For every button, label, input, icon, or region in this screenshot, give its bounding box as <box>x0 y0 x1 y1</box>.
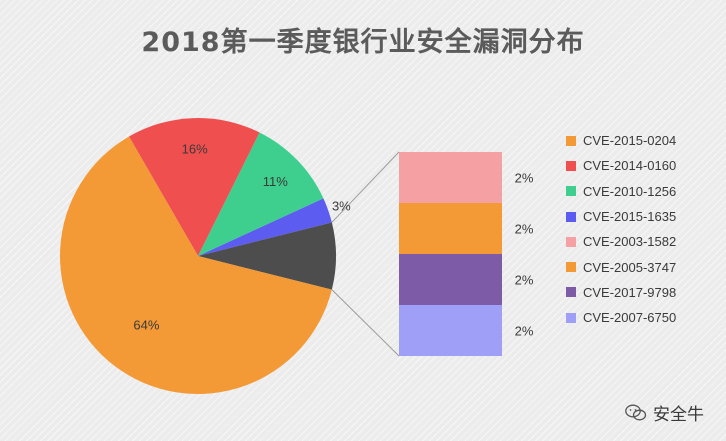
legend-label: CVE-2010-1256 <box>583 183 677 199</box>
legend-item: CVE-2010-1256 <box>566 179 726 204</box>
watermark-text: 安全牛 <box>653 405 704 425</box>
legend-swatch <box>566 186 576 197</box>
legend-label: CVE-2015-1635 <box>583 209 677 225</box>
bar-segment-label: 2% <box>515 171 534 186</box>
slice-label: 16% <box>182 141 208 156</box>
chart-title: 2018第一季度银行业安全漏洞分布 <box>141 27 585 58</box>
pie-slice-CVE-2010-1256 <box>198 132 324 256</box>
slice-label: 3% <box>332 198 351 213</box>
bar-segment-CVE-2007-6750 <box>399 305 502 356</box>
bar-segment-CVE-2017-9798 <box>399 254 502 305</box>
legend-swatch <box>566 262 576 273</box>
pie-slice-CVE-2015-0204 <box>60 136 332 394</box>
wechat-icon <box>625 404 647 420</box>
legend-swatch <box>566 312 576 323</box>
legend-item: CVE-2015-1635 <box>566 204 726 229</box>
connector-line-bottom <box>331 289 400 357</box>
legend-item: CVE-2005-3747 <box>566 254 726 279</box>
bar-segment-CVE-2005-3747 <box>399 203 502 254</box>
legend-swatch <box>566 160 576 171</box>
chart-legend: CVE-2015-0204 CVE-2014-0160 CVE-2010-1256 C… <box>566 128 726 330</box>
pie-slice-CVE-2014-0160 <box>129 118 260 256</box>
legend-label: CVE-2007-6750 <box>583 310 677 326</box>
pie-slice-其他 <box>198 222 337 290</box>
legend-item: CVE-2014-0160 <box>566 153 726 178</box>
legend-item: CVE-2017-9798 <box>566 280 726 305</box>
legend-swatch <box>566 287 576 298</box>
legend-swatch <box>566 236 576 247</box>
connector-line-top <box>331 151 400 223</box>
legend-label: CVE-2017-9798 <box>583 284 677 300</box>
legend-item: CVE-2003-1582 <box>566 229 726 254</box>
legend-label: CVE-2014-0160 <box>583 158 677 174</box>
slice-label: 64% <box>133 317 159 332</box>
legend-swatch <box>566 211 576 222</box>
legend-swatch <box>566 135 576 146</box>
bar-segment-label: 2% <box>515 273 534 288</box>
bar-segment-CVE-2003-1582 <box>399 152 502 203</box>
watermark: 安全牛 <box>625 400 704 425</box>
pie-slice-CVE-2015-1635 <box>198 198 332 256</box>
legend-label: CVE-2015-0204 <box>583 133 677 149</box>
legend-item: CVE-2015-0204 <box>566 128 726 153</box>
bar-segment-label: 2% <box>515 222 534 237</box>
bar-segment-label: 2% <box>515 324 534 339</box>
legend-label: CVE-2003-1582 <box>583 234 677 250</box>
legend-label: CVE-2005-3747 <box>583 259 677 275</box>
legend-item: CVE-2007-6750 <box>566 305 726 330</box>
slice-label: 11% <box>263 174 288 189</box>
